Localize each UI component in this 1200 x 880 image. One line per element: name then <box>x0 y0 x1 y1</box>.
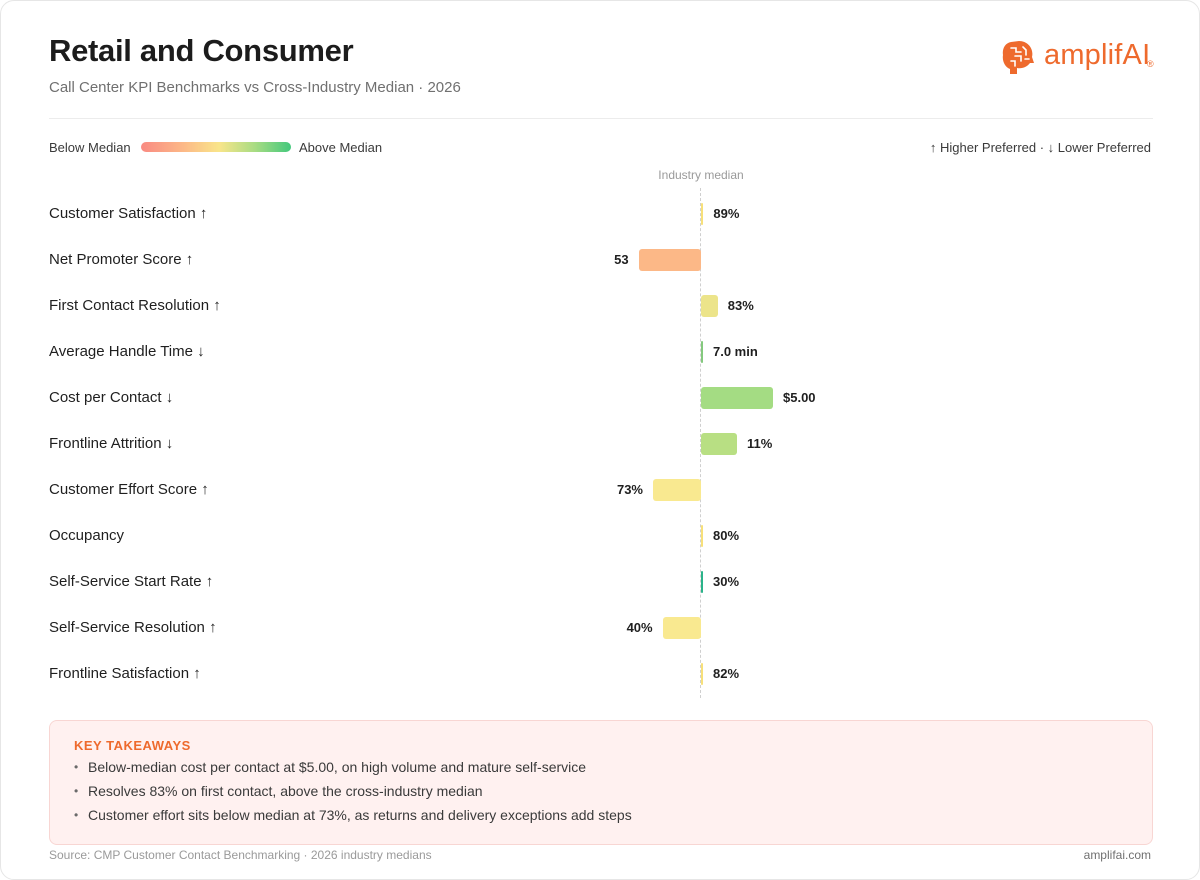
kpi-value: 80% <box>713 528 740 543</box>
kpi-label: Customer Satisfaction ↑ <box>49 205 208 222</box>
amplifai-logo: amplifAI ® <box>1001 39 1157 79</box>
key-takeaways-panel: KEY TAKEAWAYS Below-median cost per cont… <box>49 720 1153 845</box>
kpi-bar <box>701 387 773 409</box>
kpi-bar <box>701 663 703 685</box>
header-divider <box>49 118 1153 119</box>
median-axis-label: Industry median <box>658 168 744 182</box>
takeaway-item: Customer effort sits below median at 73%… <box>74 803 632 827</box>
footer-site-link[interactable]: amplifai.com <box>1083 848 1151 862</box>
kpi-label: Average Handle Time ↓ <box>49 343 205 360</box>
kpi-value: 30% <box>713 574 740 589</box>
kpi-label: Cost per Contact ↓ <box>49 389 174 406</box>
kpi-bar <box>701 203 704 225</box>
legend-below-label: Below Median <box>49 140 131 155</box>
benchmark-row: First Contact Resolution ↑ 83% <box>1 283 1200 329</box>
kpi-value: 40% <box>626 620 653 635</box>
kpi-bar <box>653 479 701 501</box>
takeaways-heading: KEY TAKEAWAYS <box>74 738 191 753</box>
legend-preference-note: ↑ Higher Preferred · ↓ Lower Preferred <box>929 140 1151 155</box>
kpi-label: Self-Service Start Rate ↑ <box>49 573 214 590</box>
kpi-bar <box>638 249 701 271</box>
kpi-bar <box>701 295 718 317</box>
kpi-bar <box>701 571 703 593</box>
kpi-label: Net Promoter Score ↑ <box>49 251 194 268</box>
kpi-bar <box>701 433 737 455</box>
kpi-label: Self-Service Resolution ↑ <box>49 619 217 636</box>
benchmark-row: Net Promoter Score ↑ 53 <box>1 237 1200 283</box>
logo-wordmark: amplifAI <box>1044 39 1151 71</box>
benchmark-rows: Customer Satisfaction ↑ 89% Net Promoter S… <box>1 191 1200 697</box>
benchmark-row: Self-Service Start Rate ↑ 30% <box>1 559 1200 605</box>
benchmark-row: Average Handle Time ↓ 7.0 min <box>1 329 1200 375</box>
kpi-label: First Contact Resolution ↑ <box>49 297 221 314</box>
benchmark-row: Cost per Contact ↓ $5.00 <box>1 375 1200 421</box>
kpi-value: 83% <box>727 298 754 313</box>
kpi-label: Occupancy <box>49 527 125 544</box>
kpi-value: 89% <box>713 206 740 221</box>
kpi-label: Frontline Satisfaction ↑ <box>49 665 201 682</box>
kpi-value: 53 <box>614 252 629 267</box>
page-title: Retail and Consumer <box>49 33 354 68</box>
kpi-bar <box>701 341 703 363</box>
brain-icon <box>1002 41 1034 74</box>
kpi-value: 11% <box>747 436 773 451</box>
kpi-bar <box>662 617 701 639</box>
kpi-value: 7.0 min <box>713 344 758 359</box>
kpi-value: 82% <box>713 666 740 681</box>
benchmark-row: Frontline Attrition ↓ 11% <box>1 421 1200 467</box>
source-note: Source: CMP Customer Contact Benchmarkin… <box>49 848 432 862</box>
kpi-bar <box>701 525 703 547</box>
legend-above-label: Above Median <box>299 140 383 155</box>
benchmark-row: Occupancy 80% <box>1 513 1200 559</box>
benchmark-row: Self-Service Resolution ↑ 40% <box>1 605 1200 651</box>
page-subtitle: Call Center KPI Benchmarks vs Cross-Indu… <box>49 79 461 96</box>
benchmark-row: Customer Satisfaction ↑ 89% <box>1 191 1200 237</box>
kpi-value: 73% <box>616 482 643 497</box>
median-line <box>700 188 701 698</box>
legend-gradient-bar <box>141 142 291 152</box>
kpi-label: Customer Effort Score ↑ <box>49 481 209 498</box>
kpi-label: Frontline Attrition ↓ <box>49 435 174 452</box>
benchmark-row: Customer Effort Score ↑ 73% <box>1 467 1200 513</box>
takeaways-list: Below-median cost per contact at $5.00, … <box>74 755 632 827</box>
benchmark-row: Frontline Satisfaction ↑ 82% <box>1 651 1200 697</box>
logo-registered-mark: ® <box>1147 59 1154 69</box>
takeaway-item: Below-median cost per contact at $5.00, … <box>74 755 632 779</box>
takeaway-item: Resolves 83% on first contact, above the… <box>74 779 632 803</box>
kpi-value: $5.00 <box>783 390 816 405</box>
